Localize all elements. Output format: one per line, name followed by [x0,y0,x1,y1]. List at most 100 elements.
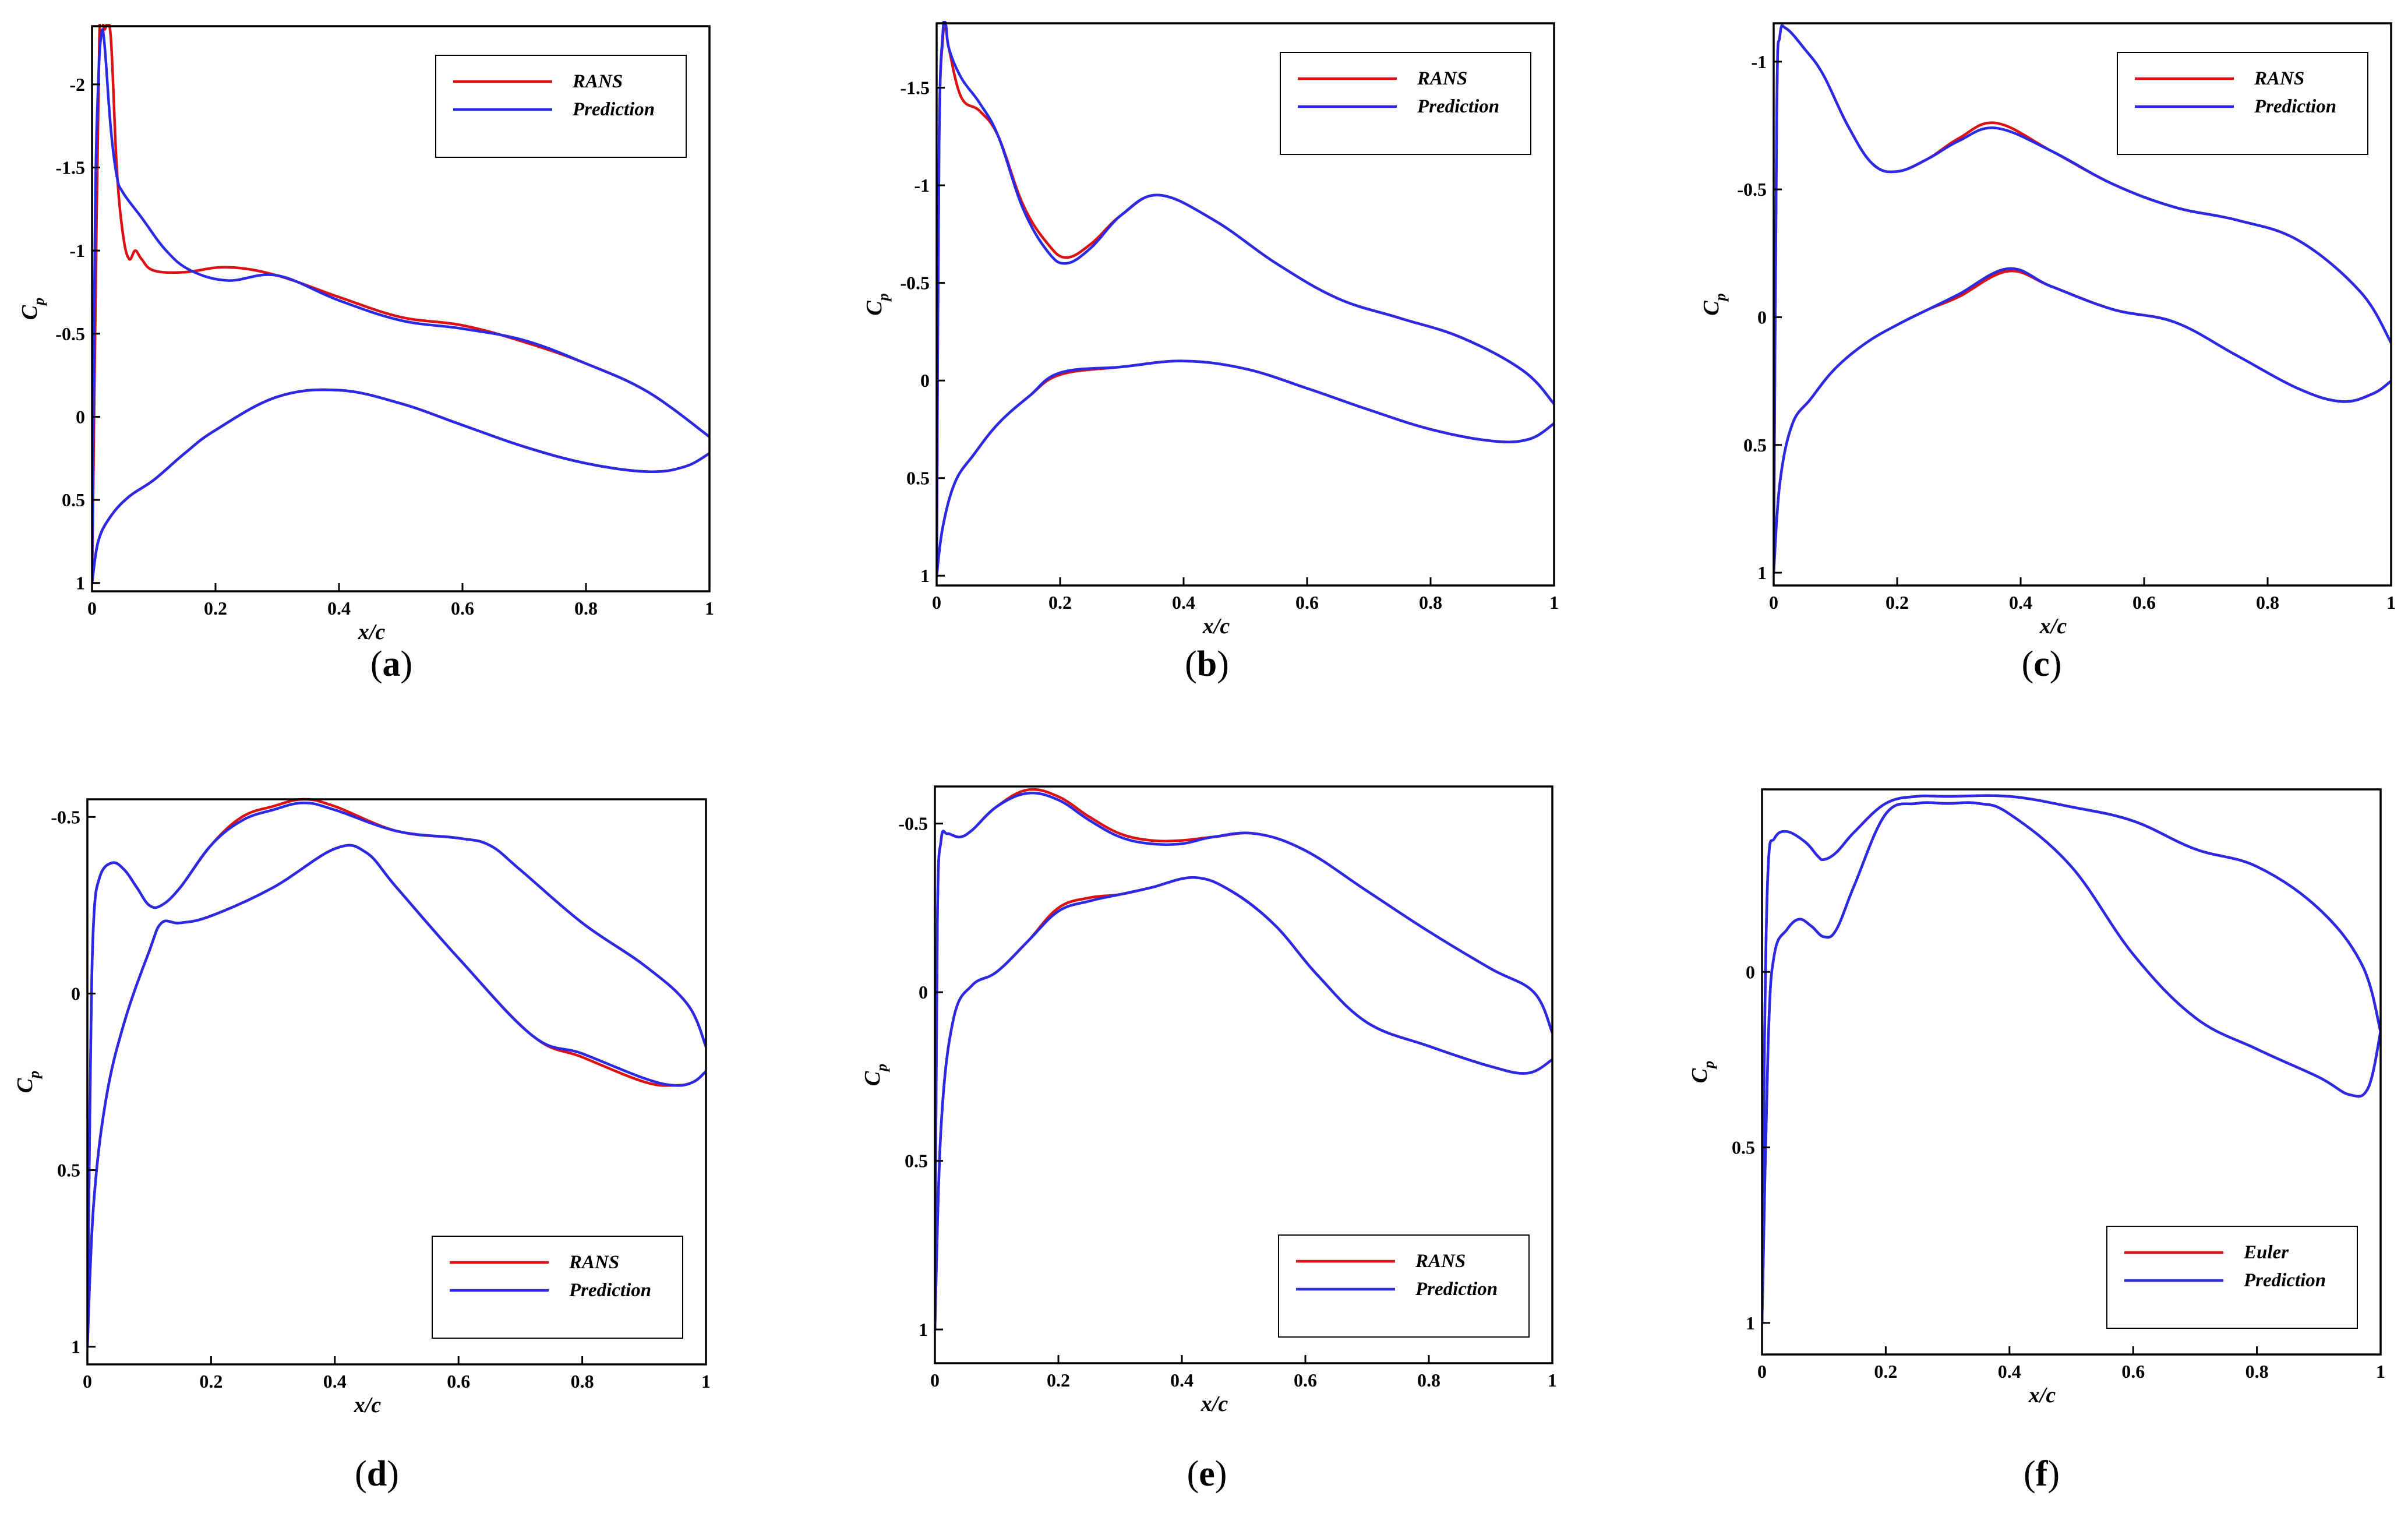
x-tick-label: 0.2 [1048,592,1072,613]
x-tick-label: 0 [87,598,97,619]
x-tick-label: 0 [930,1370,940,1391]
legend-box [2106,1226,2358,1329]
x-tick-label: 0.6 [2121,1361,2145,1382]
y-tick-label: 0.5 [57,1160,80,1181]
panel-caption: (c) [2022,644,2062,684]
series-line-prediction-upper [1774,24,2391,574]
y-axis-label-subscript: p [873,1064,890,1073]
series-line-prediction-upper [87,801,706,1348]
caption-close-paren: ) [2047,1454,2060,1494]
series-line-prediction-lower [1774,267,2391,574]
panel-e: 0 0.2 0.4 0.6 0.8 1 1 0.5 0 -0.5 x/c Cp RANS Predicti… [860,785,1557,1494]
legend-label-prediction: Prediction [1417,96,1499,117]
x-tick-label: 0.2 [1886,592,1909,613]
x-tick-label: 1 [2376,1361,2385,1382]
panel-d: 0 0.2 0.4 0.6 0.8 1 1 0.5 0 -0.5 x/c Cp RANS Predicti… [13,798,711,1494]
y-tick-label: 0 [76,406,85,427]
x-tick-label: 0.8 [2245,1361,2269,1382]
panel-c: 0 0.2 0.4 0.6 0.8 1 1 0.5 0 -0.5 -1 x/c Cp RANS Predic… [1699,22,2396,684]
y-tick-label: 1 [1746,1313,1755,1333]
legend-box [432,1236,683,1339]
y-tick-label: -0.5 [55,323,85,344]
legend: RANS Prediction [1278,1234,1530,1338]
y-tick-label: -0.5 [1737,179,1767,200]
y-tick-label: 0.5 [905,1151,928,1172]
y-tick-label: 1 [1757,562,1767,583]
x-tick-label: 0.6 [1294,1370,1317,1391]
y-tick-label: 0.5 [1743,435,1767,456]
caption-letter: b [1197,644,1217,684]
panel-a: 0 0.2 0.4 0.6 0.8 1 1 0.5 0 -0.5 -1 -1.5 -2 x/c Cp RANS… [17,24,714,684]
legend: RANS Prediction [435,55,687,158]
x-tick-label: 1 [1549,592,1559,613]
x-tick-label: 0 [83,1371,92,1392]
x-tick-label: 1 [705,598,714,619]
x-tick-label: 0.4 [2009,592,2032,613]
x-tick-label: 1 [1548,1370,1557,1391]
x-tick-label: 0.8 [1419,592,1442,613]
caption-close-paren: ) [1217,644,1229,684]
plot-frame [1773,22,2392,587]
legend-label-euler: Euler [2243,1242,2289,1263]
x-tick-label: 0.2 [1874,1361,1897,1382]
x-axis-label: x/c [354,1393,382,1417]
x-tick-label: 0 [932,592,941,613]
legend: Euler Prediction [2106,1226,2358,1329]
legend-label-rans: RANS [2254,68,2304,89]
legend: RANS Prediction [432,1236,683,1339]
caption-close-paren: ) [1215,1454,1227,1494]
panel-f: 0 0.2 0.4 0.6 0.8 1 1 0.5 0 x/c Cp Euler Prediction (… [1687,788,2385,1494]
caption-open-paren: ( [370,644,383,684]
x-tick-label: 0.4 [327,598,351,619]
caption-letter: c [2033,644,2050,684]
x-tick-label: 0.2 [1047,1370,1070,1391]
series-line-prediction-lower [937,359,1554,577]
x-tick-label: 1 [701,1371,711,1392]
y-axis-label-main: C [13,1078,37,1093]
y-tick-label: 1 [920,565,930,586]
y-tick-label: -1 [1751,51,1767,72]
series-line-prediction-lower [92,388,709,584]
y-axis-label: Cp [1699,293,1729,315]
y-axis-label: Cp [17,298,47,320]
y-tick-label: -1 [69,240,85,261]
caption-close-paren: ) [387,1454,399,1494]
plot-frame [934,785,1553,1364]
series-line-rans-lower [92,388,709,584]
panel-caption: (a) [370,644,412,684]
y-tick-label: 1 [71,1336,80,1357]
caption-open-paren: ( [1187,1454,1199,1494]
x-tick-label: 0.6 [2132,592,2156,613]
legend-box [2117,52,2368,155]
y-tick-label: -0.5 [51,806,80,827]
caption-open-paren: ( [1185,644,1197,684]
y-axis-label-subscript: p [1712,293,1729,302]
y-axis-label-main: C [860,1071,885,1086]
x-tick-label: 0.8 [571,1371,594,1392]
series-line-prediction-lower [87,844,706,1348]
caption-letter: f [2036,1454,2049,1494]
x-axis-label: x/c [358,620,386,644]
y-axis-label-main: C [862,301,887,316]
plot-area [937,21,1554,577]
x-tick-label: 0.8 [2256,592,2279,613]
legend: RANS Prediction [2117,52,2368,155]
x-tick-label: 0.2 [204,598,227,619]
y-axis-label: Cp [13,1071,43,1093]
y-axis-label: Cp [862,293,892,315]
series-line-prediction-upper [92,28,709,584]
legend-label-rans: RANS [569,1252,619,1273]
x-axis-label: x/c [2039,614,2067,638]
y-tick-label: 0 [919,982,928,1003]
y-axis-label-subscript: p [30,298,47,306]
x-tick-label: 0.4 [1172,592,1195,613]
series-line-prediction-lower [935,876,1552,1331]
caption-letter: e [1199,1454,1215,1494]
caption-close-paren: ) [401,644,413,684]
panel-caption: (d) [355,1454,399,1494]
plot-area [87,798,706,1348]
panel-caption: (f) [2024,1454,2060,1494]
y-axis-label: Cp [1687,1061,1717,1083]
panel-caption: (b) [1185,644,1229,684]
